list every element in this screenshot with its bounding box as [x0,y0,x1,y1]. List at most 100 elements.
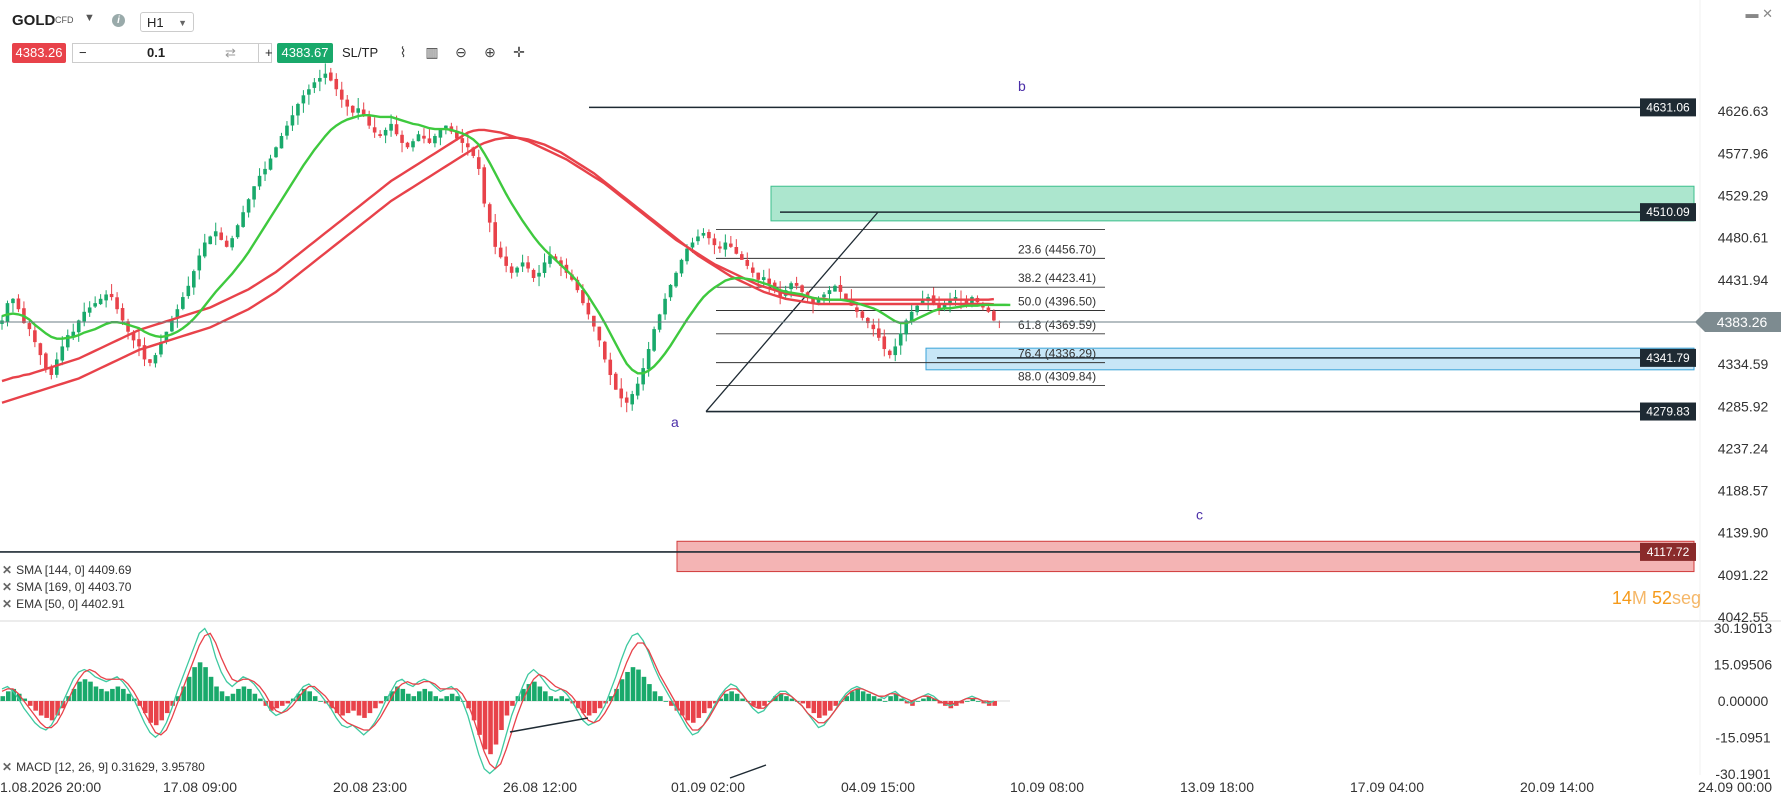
macd-histogram-bar [225,696,230,701]
candle-body [219,232,223,240]
decrease-button[interactable]: − [79,45,87,60]
macd-histogram-bar [411,696,417,701]
x-tick-label: 26.08 12:00 [503,779,577,795]
quantity-stepper[interactable]: − 0.1 ⇄ + [72,43,273,63]
y-tick-label: 4188.57 [1718,483,1769,499]
candle-body [126,321,130,332]
candle-body [942,304,947,309]
macd-histogram-bar [318,701,323,702]
symbol-name[interactable]: GOLD [12,12,56,29]
candlestick-icon[interactable]: ▥ [425,44,439,60]
candle-body [65,335,70,348]
macd-histogram-bar [888,696,893,701]
macd-histogram-bar [252,693,258,702]
info-icon[interactable]: i [112,14,125,27]
buy-button[interactable]: 4383.67 [277,43,333,63]
timeframe-value: H1 [147,15,164,30]
candle-body [800,285,804,292]
candle-body [668,284,673,298]
y-tick-label: 4431.94 [1718,272,1769,288]
macd-histogram-bar [740,698,745,702]
candle-body [252,186,256,200]
macd-histogram-bar [592,701,597,714]
candle-body [729,243,733,247]
macd-histogram-bar [93,686,99,702]
macd-histogram-bar [197,662,203,702]
candle-body [701,232,706,236]
line-chart-icon[interactable]: ⌇ [399,44,407,60]
macd-histogram-bar [153,701,159,726]
macd-histogram-bar [548,696,554,701]
candle-body [471,147,476,156]
macd-histogram-bar [236,688,241,701]
candle-body [520,262,525,267]
close-icon[interactable]: ✕ [2,563,13,577]
candle-body [5,303,10,322]
macd-histogram-bar [647,684,652,702]
y-tick-label: 4577.96 [1718,145,1769,161]
candle-body [329,72,333,81]
fib-label: 61.8 (4369.59) [1018,318,1096,332]
candle-body [159,342,163,355]
minimize-icon[interactable]: ▬ [1745,6,1759,21]
macd-histogram-bar [932,698,937,702]
macd-histogram-bar [33,701,38,711]
candle-timer: 14M 52seg [1612,588,1701,609]
macd-histogram-bar [159,701,165,721]
quantity-input[interactable]: 0.1 [147,45,166,60]
candle-body [49,366,54,376]
macd-histogram-bar [142,701,148,714]
candle-body [734,247,739,254]
candle-body [663,298,667,315]
timeframe-select[interactable]: H1 ▼ [140,12,194,32]
zoom-out-icon[interactable]: ⊖ [455,44,467,60]
zoom-in-icon[interactable]: ⊕ [484,44,496,60]
swap-icon[interactable]: ⇄ [225,45,236,60]
x-tick-label: 20.09 14:00 [1520,779,1594,795]
macd-histogram-bar [855,688,860,701]
macd-histogram-bar [701,701,707,714]
macd-histogram-bar [921,698,926,702]
close-icon[interactable]: ✕ [2,580,13,594]
macd-histogram-bar [378,701,384,704]
macd-histogram-bar [5,691,11,702]
macd-histogram-bar [723,693,729,702]
candle-body [750,267,755,273]
instrument-type: CFD [55,15,74,25]
candle-body [427,138,432,143]
current-price-tag [1695,311,1781,332]
macd-histogram-bar [367,701,373,714]
chevron-down-icon[interactable]: ▼ [84,12,95,24]
level-tag [1640,402,1696,421]
sell-button[interactable]: 4383.26 [12,43,66,63]
candle-body [367,116,371,126]
macd-histogram-bar [71,688,77,701]
macd-histogram-bar [356,701,362,716]
macd-histogram-bar [712,701,718,704]
macd-histogram-bar [208,676,214,702]
macd-histogram-bar [663,701,669,702]
macd-histogram-bar [844,696,850,701]
close-icon[interactable]: ✕ [2,760,13,774]
candle-body [920,300,925,305]
candle-body [230,238,234,248]
candle-body [87,307,92,313]
x-tick-label: 13.09 18:00 [1180,779,1254,795]
macd-histogram-bar [38,701,44,716]
crosshair-icon[interactable]: ✛ [513,44,525,60]
macd-histogram-bar [696,701,702,718]
candle-body [389,123,393,131]
fib-label: 50.0 (4396.50) [1018,294,1096,308]
macd-histogram-bar [16,693,22,702]
close-icon[interactable]: ✕ [2,597,13,611]
candle-body [860,311,865,318]
increase-button[interactable]: + [258,44,273,62]
macd-histogram-bar [680,701,685,716]
macd-histogram-bar [718,698,723,702]
candle-body [778,290,782,298]
wave-label-b: b [1018,78,1026,94]
sltp-button[interactable]: SL/TP [342,45,379,60]
close-icon[interactable]: ✕ [1762,6,1773,21]
y-tick-label: 4042.55 [1718,609,1769,625]
